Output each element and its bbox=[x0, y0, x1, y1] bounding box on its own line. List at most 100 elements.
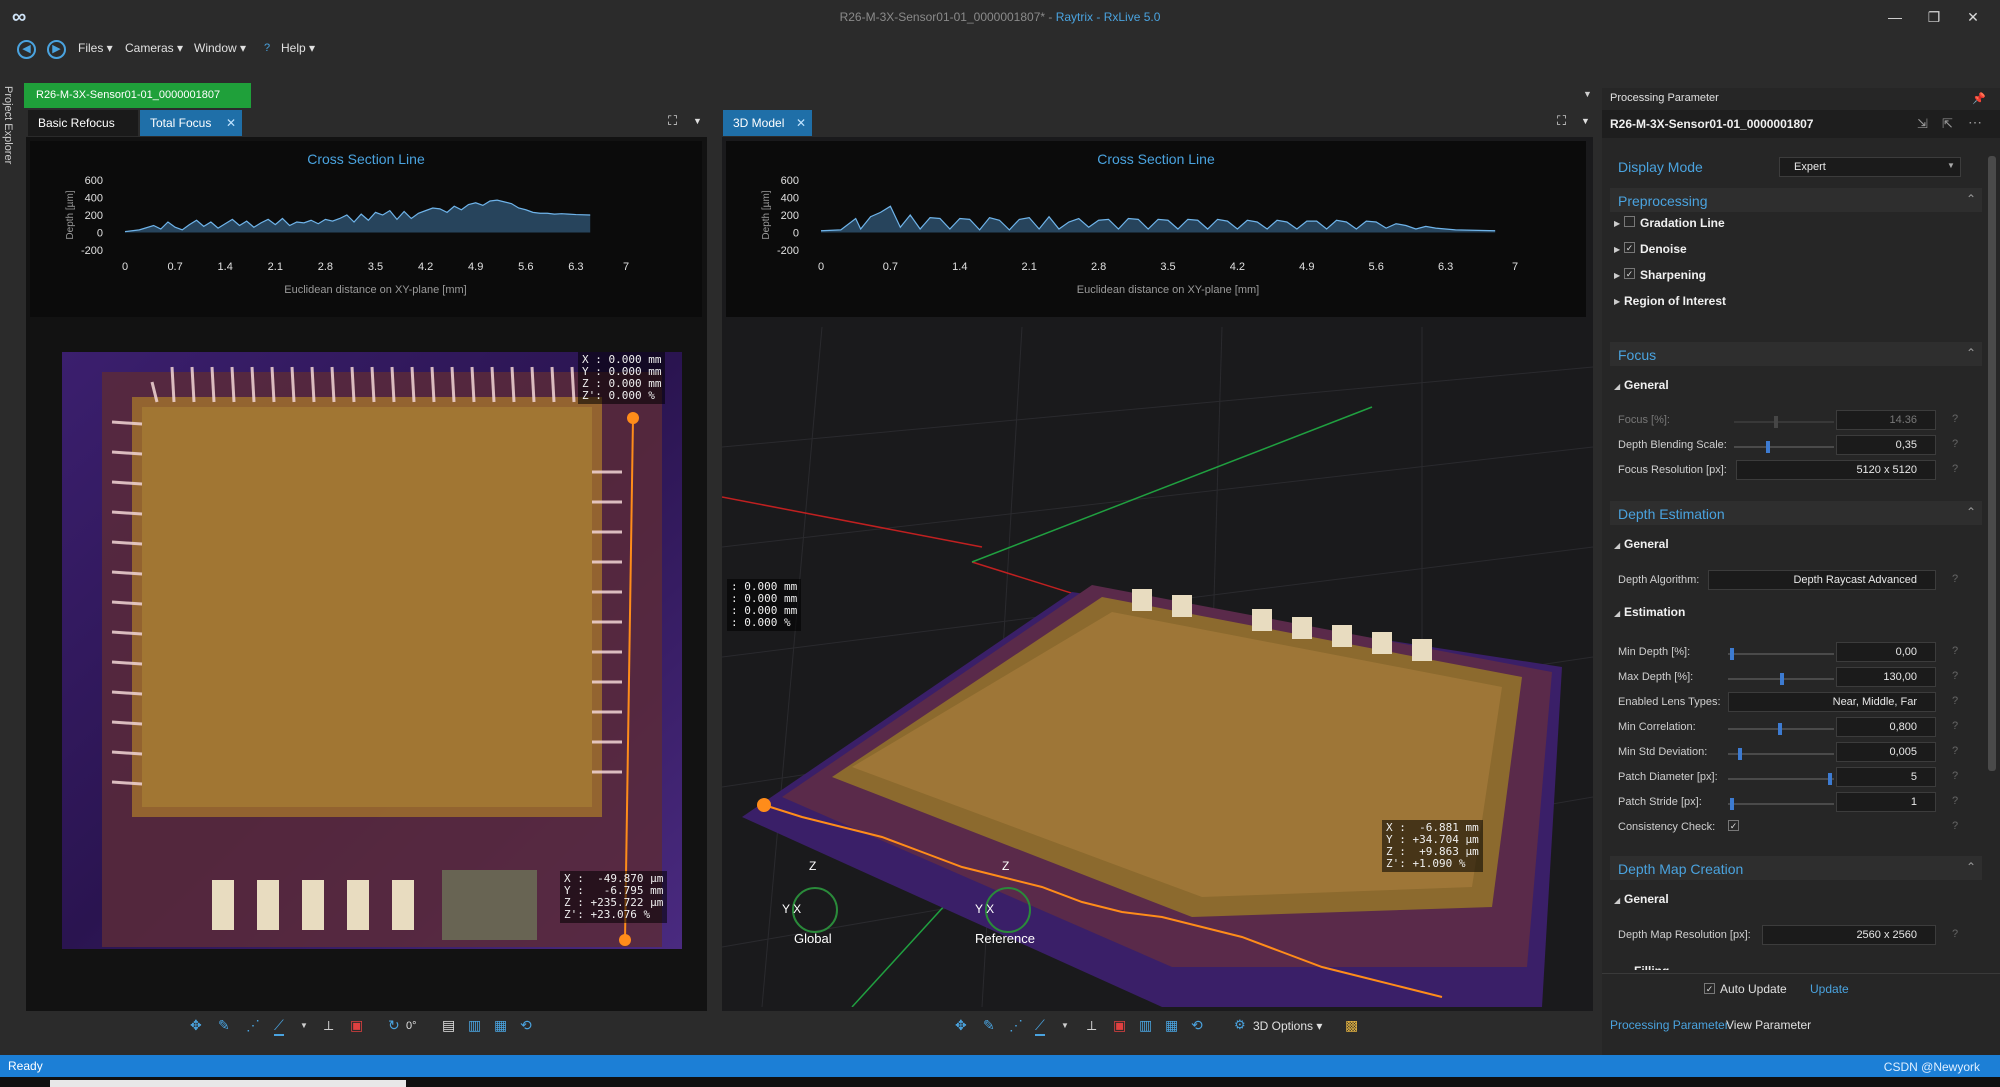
expand-estimation-icon[interactable]: ◢ bbox=[1614, 609, 1621, 618]
collapse-focus-icon[interactable]: ⌃ bbox=[1966, 346, 1977, 360]
update-button[interactable]: Update bbox=[1810, 982, 1849, 996]
close-button[interactable]: ✕ bbox=[1967, 9, 1979, 25]
line-tool-icon[interactable]: ⟋ bbox=[274, 1017, 284, 1036]
refresh-3d-icon[interactable]: ⟲ bbox=[1191, 1017, 1203, 1033]
help-blending-icon[interactable]: ? bbox=[1952, 438, 1959, 450]
menu-files[interactable]: Files ▾ bbox=[78, 41, 113, 55]
min-std-thumb[interactable] bbox=[1738, 748, 1742, 760]
line-3d-dropdown-icon[interactable]: ▼ bbox=[1061, 1021, 1069, 1030]
back-icon[interactable]: ◀ bbox=[17, 40, 36, 59]
close-3d-tab-icon[interactable]: ✕ bbox=[795, 116, 806, 130]
lens-types-select[interactable]: Near, Middle, Far bbox=[1728, 692, 1936, 712]
focus-header[interactable]: Focus ⌃ bbox=[1610, 342, 1982, 366]
expand-gradation-icon[interactable]: ▶ bbox=[1614, 219, 1621, 228]
tab-basic-refocus[interactable]: Basic Refocus bbox=[28, 110, 138, 136]
sharpening-checkbox[interactable]: ✓ bbox=[1624, 268, 1635, 279]
help-correlation-icon[interactable]: ? bbox=[1952, 720, 1959, 732]
patch-stride-slider[interactable] bbox=[1728, 798, 1834, 810]
min-depth-slider[interactable] bbox=[1728, 648, 1834, 660]
total-focus-image[interactable] bbox=[62, 352, 687, 952]
patch-diameter-field[interactable]: 5 bbox=[1836, 767, 1936, 787]
depth-map-creation-header[interactable]: Depth Map Creation ⌃ bbox=[1610, 856, 1982, 880]
focus-percent-field[interactable]: 14.36 bbox=[1836, 410, 1936, 430]
tab-3d-model[interactable]: 3D Model ✕ bbox=[723, 110, 812, 136]
left-viewport[interactable]: Cross Section Line 600 400 200 0 -200 0 0.7 1.4… bbox=[26, 137, 707, 1011]
help-max-depth-icon[interactable]: ? bbox=[1952, 670, 1959, 682]
help-dm-res-icon[interactable]: ? bbox=[1952, 928, 1959, 940]
max-depth-field[interactable]: 130,00 bbox=[1836, 667, 1936, 687]
screenshot-icon[interactable]: ▩ bbox=[1345, 1017, 1359, 1033]
tab-processing-parameter[interactable]: Processing Parameter bbox=[1610, 1018, 1729, 1032]
help-algorithm-icon[interactable]: ? bbox=[1952, 573, 1959, 585]
3d-options-button[interactable]: 3D Options ▾ bbox=[1253, 1019, 1323, 1033]
grid-icon[interactable]: ▦ bbox=[494, 1017, 508, 1033]
crop-3d-icon[interactable]: ▣ bbox=[1113, 1017, 1127, 1033]
help-focus-icon[interactable]: ? bbox=[1952, 413, 1959, 425]
help-lens-icon[interactable]: ? bbox=[1952, 695, 1959, 707]
expand-denoise-icon[interactable]: ▶ bbox=[1614, 245, 1621, 254]
max-depth-slider[interactable] bbox=[1728, 673, 1834, 685]
depth-estimation-header[interactable]: Depth Estimation ⌃ bbox=[1610, 501, 1982, 525]
help-std-icon[interactable]: ? bbox=[1952, 745, 1959, 757]
auto-update-checkbox[interactable]: ✓ bbox=[1704, 983, 1715, 994]
patch-stride-thumb[interactable] bbox=[1730, 798, 1734, 810]
forward-icon[interactable]: ▶ bbox=[47, 40, 66, 59]
measure-tool-icon[interactable]: ⟂ bbox=[324, 1017, 334, 1033]
histogram-3d-icon[interactable]: ▥ bbox=[1139, 1017, 1153, 1033]
crop-tool-icon[interactable]: ▣ bbox=[350, 1017, 364, 1033]
help-min-depth-icon[interactable]: ? bbox=[1952, 645, 1959, 657]
collapse-preprocessing-icon[interactable]: ⌃ bbox=[1966, 192, 1977, 206]
project-explorer-tab[interactable]: Project Explorer bbox=[0, 86, 16, 266]
fit-3d-dropdown-icon[interactable]: ▼ bbox=[1581, 116, 1590, 126]
patch-stride-field[interactable]: 1 bbox=[1836, 792, 1936, 812]
gradation-checkbox[interactable] bbox=[1624, 216, 1635, 227]
depth-blending-field[interactable]: 0,35 bbox=[1836, 435, 1936, 455]
export-icon[interactable]: ⇱ bbox=[1942, 116, 1953, 131]
menu-help[interactable]: Help ▾ bbox=[281, 41, 316, 55]
display-mode-select[interactable]: Expert bbox=[1779, 157, 1961, 177]
min-correlation-slider[interactable] bbox=[1728, 723, 1834, 735]
min-depth-field[interactable]: 0,00 bbox=[1836, 642, 1936, 662]
min-std-field[interactable]: 0,005 bbox=[1836, 742, 1936, 762]
move-tool-icon[interactable]: ✥ bbox=[190, 1017, 202, 1033]
more-icon[interactable]: ⋯ bbox=[1968, 114, 1982, 130]
refresh-icon[interactable]: ⟲ bbox=[520, 1017, 532, 1033]
help-focus-res-icon[interactable]: ? bbox=[1952, 463, 1959, 475]
tab-view-parameter[interactable]: View Parameter bbox=[1726, 1018, 1812, 1032]
fit-view-dropdown-icon[interactable]: ▼ bbox=[693, 116, 702, 126]
expand-de-general-icon[interactable]: ◢ bbox=[1614, 541, 1621, 550]
expand-dm-general-icon[interactable]: ◢ bbox=[1614, 896, 1621, 905]
min-correlation-thumb[interactable] bbox=[1778, 723, 1782, 735]
rotation-value[interactable]: 0° bbox=[406, 1020, 417, 1032]
min-correlation-field[interactable]: 0,800 bbox=[1836, 717, 1936, 737]
min-depth-thumb[interactable] bbox=[1730, 648, 1734, 660]
patch-diameter-slider[interactable] bbox=[1728, 773, 1834, 785]
focus-percent-thumb[interactable] bbox=[1774, 416, 1778, 428]
expand-focus-general-icon[interactable]: ◢ bbox=[1614, 382, 1621, 391]
point-tool-icon[interactable]: ⋰ bbox=[246, 1017, 260, 1033]
help-patch-stride-icon[interactable]: ? bbox=[1952, 795, 1959, 807]
help-patch-diameter-icon[interactable]: ? bbox=[1952, 770, 1959, 782]
consistency-check-checkbox[interactable]: ✓ bbox=[1728, 820, 1739, 831]
depth-map-resolution-select[interactable]: 2560 x 2560 bbox=[1762, 925, 1936, 945]
point-3d-icon[interactable]: ⋰ bbox=[1009, 1017, 1023, 1033]
pin-icon[interactable]: 📌 bbox=[1972, 93, 1986, 105]
pick-3d-icon[interactable]: ✎ bbox=[983, 1017, 995, 1033]
depth-algorithm-select[interactable]: Depth Raycast Advanced bbox=[1708, 570, 1936, 590]
measure-3d-icon[interactable]: ⟂ bbox=[1087, 1017, 1097, 1033]
display-mode-dropdown-icon[interactable]: ▼ bbox=[1947, 161, 1955, 170]
image-icon[interactable]: ▤ bbox=[442, 1017, 456, 1033]
line-tool-dropdown-icon[interactable]: ▼ bbox=[300, 1021, 308, 1030]
move-3d-icon[interactable]: ✥ bbox=[955, 1017, 967, 1033]
file-tab[interactable]: R26-M-3X-Sensor01-01_0000001807 bbox=[24, 83, 251, 108]
menu-cameras[interactable]: Cameras ▾ bbox=[125, 41, 184, 55]
histogram-icon[interactable]: ▥ bbox=[468, 1017, 482, 1033]
import-icon[interactable]: ⇲ bbox=[1917, 116, 1928, 131]
minimize-button[interactable]: — bbox=[1888, 9, 1902, 25]
depth-blending-slider[interactable] bbox=[1734, 441, 1834, 453]
tab-total-focus[interactable]: Total Focus ✕ bbox=[140, 110, 242, 136]
pick-tool-icon[interactable]: ✎ bbox=[218, 1017, 230, 1033]
close-tab-icon[interactable]: ✕ bbox=[225, 116, 236, 130]
3d-chip-model[interactable] bbox=[722, 327, 1593, 1007]
collapse-depth-map-icon[interactable]: ⌃ bbox=[1966, 860, 1977, 874]
